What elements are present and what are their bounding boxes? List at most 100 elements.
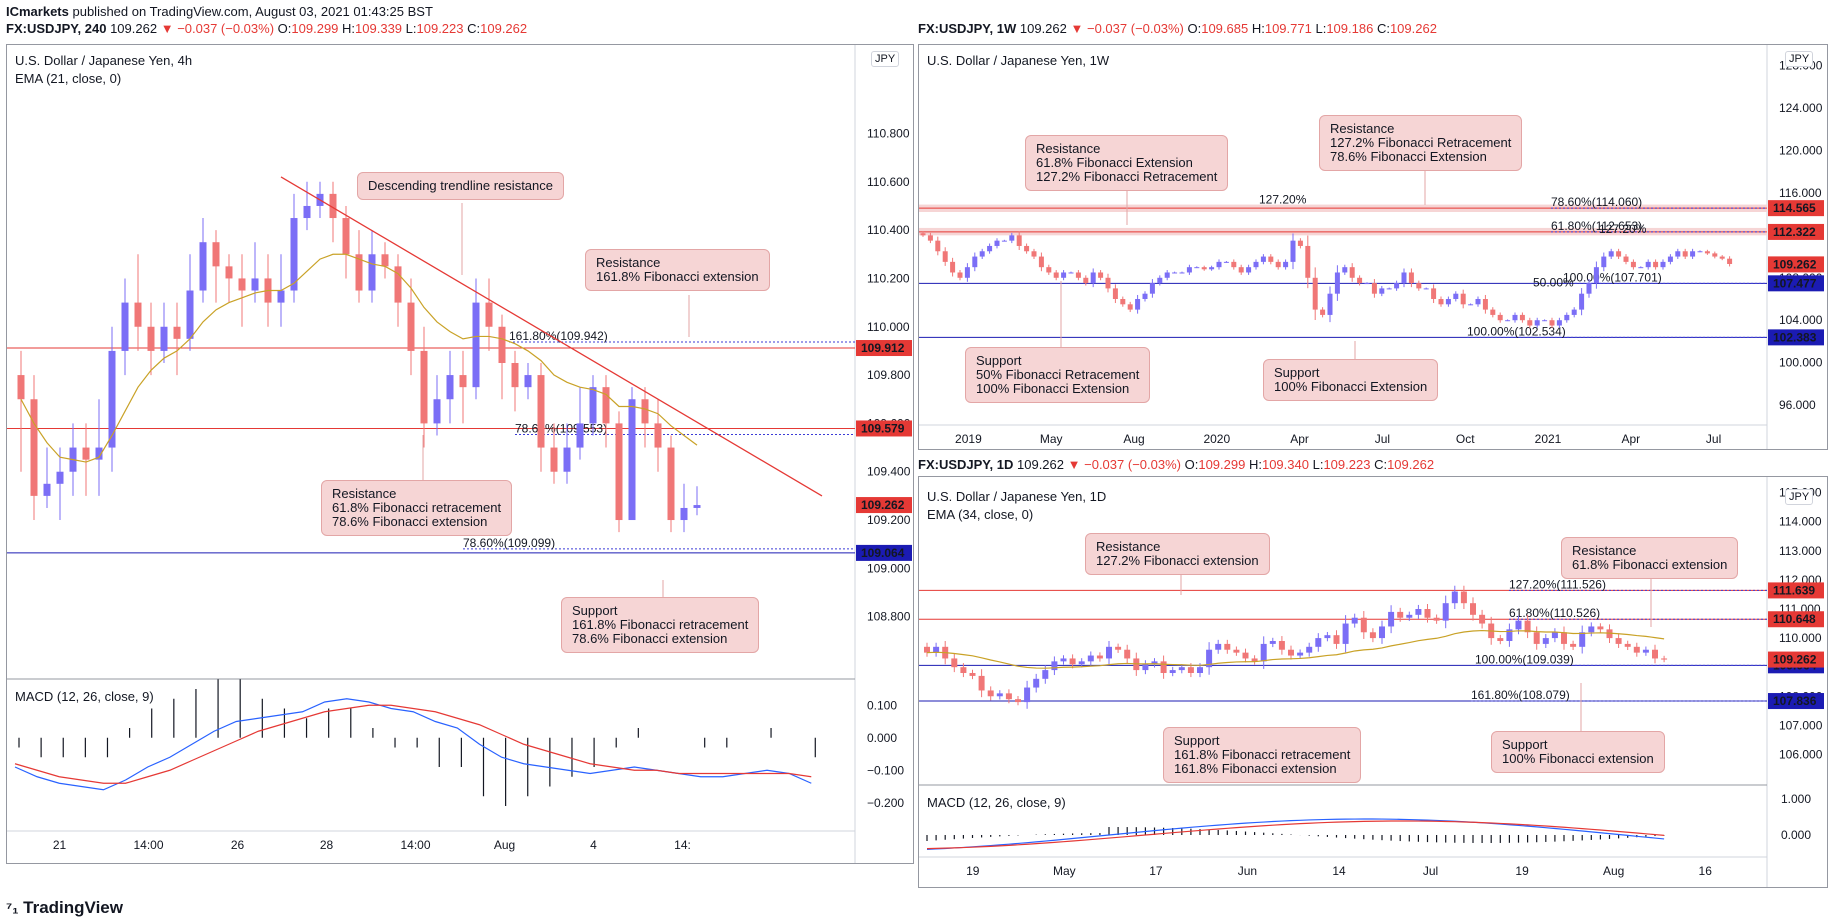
- macd-y-tick: 0.000: [867, 731, 897, 745]
- candle-body: [1549, 320, 1555, 326]
- callout-line: 78.6% Fibonacci extension: [332, 514, 488, 529]
- candle-body: [1431, 288, 1437, 299]
- w1-l-label: L:: [1315, 21, 1327, 36]
- y-tick-label: 110.000: [1779, 631, 1822, 645]
- candle-body: [1288, 649, 1294, 656]
- callout-line: Support: [1174, 733, 1220, 748]
- d1-price: 109.262: [1017, 457, 1064, 472]
- candle-body: [30, 399, 38, 496]
- candle-body: [654, 423, 662, 448]
- w1-change: −0.037 (−0.03%): [1087, 21, 1184, 36]
- callout-d1-resistance-right: Resistance 61.8% Fibonacci extension: [1561, 537, 1739, 579]
- candle-body: [972, 256, 978, 268]
- candle-body: [1151, 661, 1158, 665]
- price-level-tag: [1768, 329, 1824, 346]
- y-tick-label: 107.000: [1779, 718, 1823, 732]
- candle-body: [602, 387, 610, 424]
- candle-body: [1179, 272, 1185, 274]
- callout-line: 127.2% Fibonacci Retracement: [1036, 169, 1218, 184]
- callout-w1-support-right: Support 100% Fibonacci Extension: [1263, 359, 1439, 401]
- candle-body: [1164, 272, 1170, 278]
- candle-body: [1497, 638, 1504, 641]
- d1-chart-panel[interactable]: 115.000114.000113.000112.000111.000110.0…: [918, 476, 1828, 888]
- candle-body: [960, 667, 967, 673]
- x-tick-label: Apr: [1621, 432, 1640, 446]
- candle-body: [1124, 649, 1131, 659]
- price-level-label: 110.648: [1773, 612, 1816, 626]
- callout-line: 161.8% Fibonacci extension: [1174, 761, 1337, 776]
- candle-body: [1653, 261, 1659, 268]
- candle-body: [1238, 267, 1244, 273]
- candle-body: [1697, 251, 1703, 253]
- callout-line: 100% Fibonacci Extension: [1274, 379, 1428, 394]
- candle-body: [1305, 245, 1311, 278]
- candle-body: [1069, 658, 1076, 665]
- candle-body: [1068, 272, 1074, 274]
- d1-c-label: C:: [1374, 457, 1388, 472]
- macd-y-tick: 1.000: [1781, 792, 1811, 806]
- candle-body: [951, 658, 958, 668]
- candle-body: [433, 399, 441, 424]
- d1-open: 109.299: [1198, 457, 1246, 472]
- candle-body: [1542, 320, 1548, 322]
- candle-body: [1616, 251, 1622, 257]
- d1-chart-title: U.S. Dollar / Japanese Yen, 1D: [927, 489, 1107, 504]
- candle-body: [1090, 272, 1096, 284]
- candle-body: [1570, 643, 1577, 647]
- h4-chart-svg[interactable]: 110.800 110.600 110.400 110.200 110.000 109.8…: [7, 45, 913, 863]
- d1-currency-badge[interactable]: JPY: [1785, 489, 1814, 505]
- candle-body: [1624, 643, 1631, 647]
- w1-chart-panel[interactable]: 128.000124.000120.000116.000112.000108.0…: [918, 44, 1828, 450]
- candle-body: [1661, 658, 1668, 660]
- price-level-label: 114.565: [1773, 201, 1816, 215]
- h4-chart-panel[interactable]: 110.800 110.600 110.400 110.200 110.000 109.8…: [6, 44, 914, 864]
- y-tick-label: 124.000: [1779, 101, 1823, 115]
- candle-body: [1016, 235, 1022, 246]
- down-arrow-icon: ▼: [1070, 21, 1084, 36]
- callout-line: Resistance: [596, 255, 661, 270]
- candle-body: [95, 447, 103, 460]
- candle-body: [1349, 267, 1355, 278]
- candle-body: [459, 375, 467, 388]
- candle-body: [1042, 670, 1049, 679]
- candle-body: [1579, 632, 1586, 647]
- candle-body: [1438, 299, 1444, 305]
- candle-body: [994, 240, 1000, 246]
- candle-body: [1442, 603, 1449, 621]
- h4-l-label: L:: [405, 21, 417, 36]
- candle-body: [1283, 261, 1289, 268]
- macd-y-tick: 0.100: [867, 698, 897, 712]
- candle-body: [1260, 256, 1266, 262]
- candle-body: [1453, 293, 1459, 299]
- y-tick-label: 108.800: [867, 610, 911, 624]
- last-price-tag: [1768, 651, 1824, 668]
- candle-body: [1497, 314, 1503, 321]
- candle-body: [693, 505, 701, 508]
- candle-body: [1512, 314, 1518, 321]
- candle-body: [1623, 256, 1629, 262]
- w1-chart-svg[interactable]: 128.000124.000120.000116.000112.000108.0…: [919, 45, 1827, 449]
- macd-line: [14, 698, 812, 791]
- candle-body: [1660, 261, 1666, 268]
- candle-body: [969, 673, 976, 676]
- tradingview-logo[interactable]: ⁷₁ TradingView: [6, 898, 123, 918]
- w1-currency-badge[interactable]: JPY: [1785, 51, 1814, 67]
- h4-currency-badge[interactable]: JPY: [871, 51, 900, 67]
- candle-body: [987, 245, 993, 252]
- candle-body: [1638, 267, 1644, 269]
- signal-line: [926, 820, 1665, 850]
- x-tick-label: 17: [1149, 864, 1163, 878]
- fib-level-label: 161.80%(108.079): [1471, 688, 1570, 702]
- candle-body: [1533, 632, 1540, 644]
- candle-body: [1160, 661, 1167, 673]
- callout-line: Support: [1274, 365, 1320, 380]
- candle-body: [1379, 288, 1385, 294]
- h4-h-label: H:: [342, 21, 356, 36]
- publisher-name[interactable]: ICmarkets: [6, 4, 69, 19]
- y-tick-label: 110.400: [867, 223, 910, 237]
- candle-body: [1315, 638, 1322, 647]
- candle-body: [1690, 251, 1696, 257]
- candle-body: [1078, 661, 1085, 665]
- candle-body: [1115, 646, 1122, 650]
- candle-body: [1127, 304, 1133, 310]
